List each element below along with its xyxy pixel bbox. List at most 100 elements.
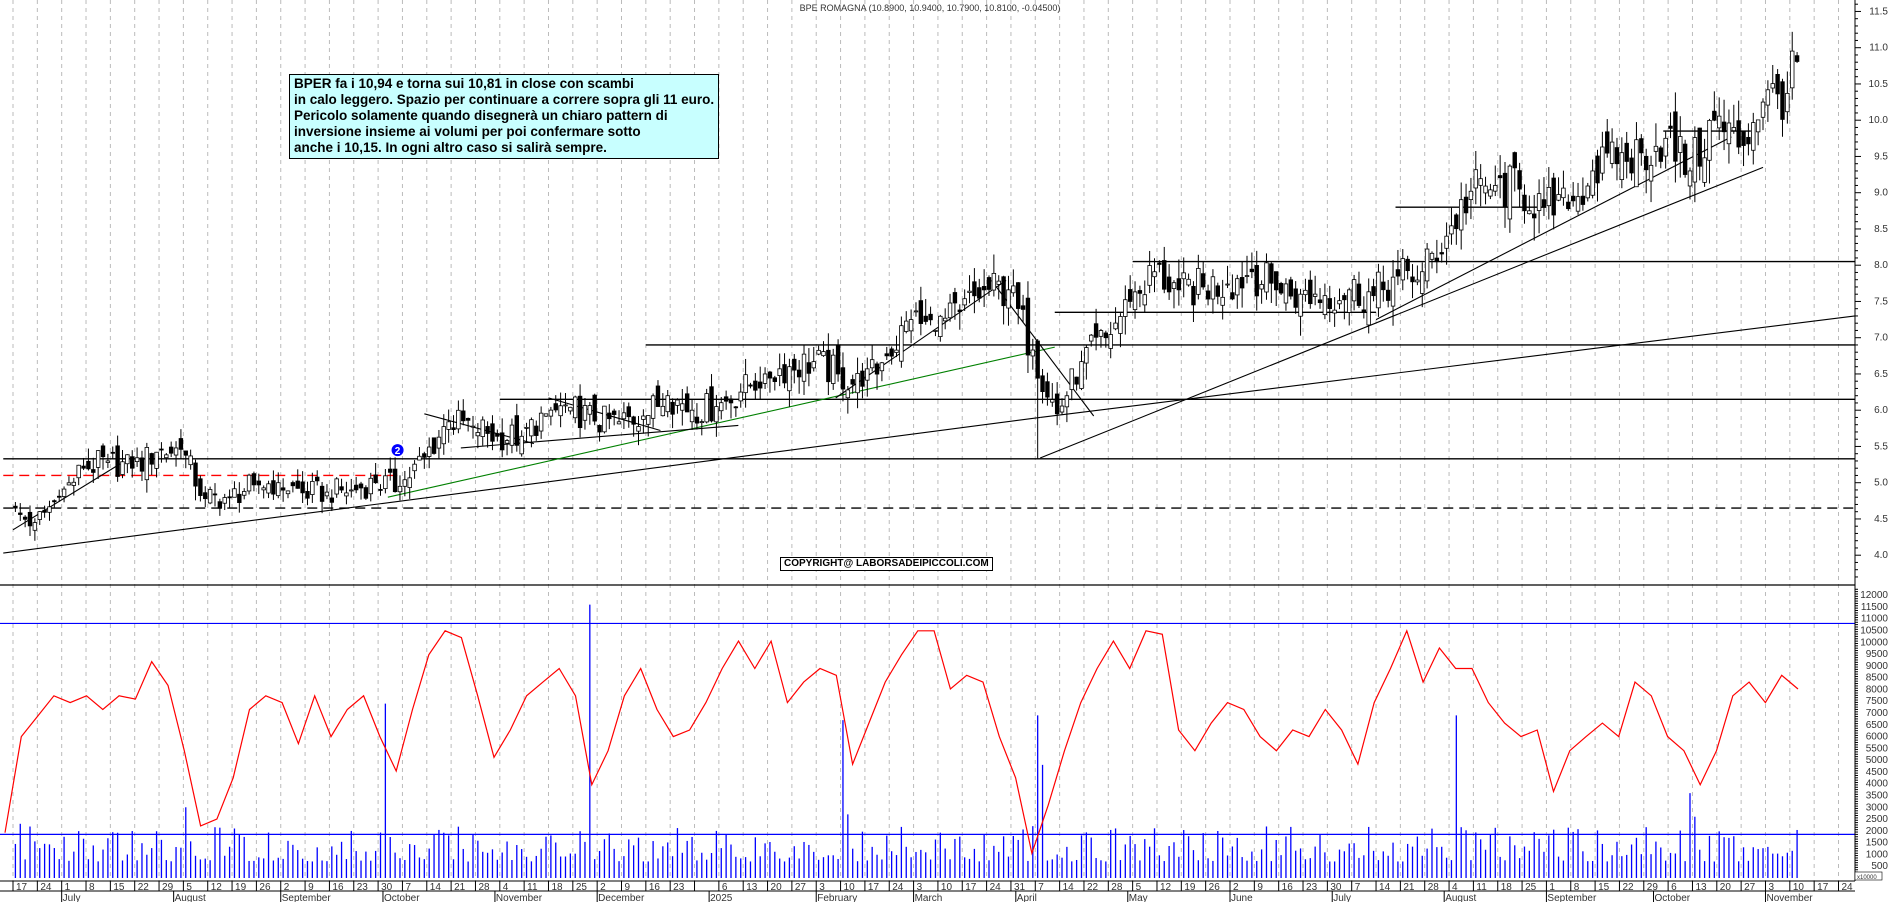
candle-down — [115, 445, 120, 477]
x-tick-label: 23 — [1306, 882, 1318, 893]
candle-up — [1196, 267, 1201, 295]
month-label: March — [915, 893, 943, 902]
candle-down — [1288, 279, 1294, 297]
candle-down — [1454, 214, 1459, 230]
candle-up — [349, 489, 354, 492]
x-tick-label: 1 — [1549, 882, 1555, 893]
candle-up — [1420, 271, 1425, 294]
y-tick-label: 8.5 — [1874, 224, 1888, 235]
x-tick-label: 14 — [430, 882, 442, 893]
x-tick-label: 10 — [844, 882, 856, 893]
candle-down — [465, 417, 471, 421]
candle-down — [1629, 157, 1634, 174]
candle-down — [553, 403, 558, 411]
x-tick-label: 18 — [551, 882, 563, 893]
vol-tick-label: 7000 — [1866, 708, 1889, 719]
vol-tick-label: 12000 — [1860, 590, 1888, 601]
candle-up — [996, 280, 1001, 285]
candle-down — [1541, 199, 1547, 208]
unit-label: x10000 — [1857, 875, 1877, 881]
candle-down — [1371, 286, 1376, 297]
candle-up — [1244, 275, 1250, 277]
candle-up — [811, 361, 816, 369]
month-label: November — [496, 893, 543, 902]
candle-down — [1200, 273, 1206, 288]
candle-up — [1634, 139, 1639, 188]
candle-up — [1717, 115, 1722, 129]
vol-tick-label: 2500 — [1866, 814, 1889, 825]
candle-up — [548, 409, 554, 417]
x-tick-label: 30 — [1330, 882, 1342, 893]
x-tick-label: 3 — [917, 882, 923, 893]
candle-up — [738, 391, 743, 402]
candle-up — [855, 373, 860, 394]
candle-up — [899, 325, 904, 362]
candle-down — [392, 468, 398, 493]
candle-down — [1254, 265, 1259, 297]
candle-up — [933, 330, 938, 332]
candle-down — [237, 493, 242, 503]
candle-down — [1497, 175, 1503, 179]
x-tick-label: 15 — [113, 882, 125, 893]
y-tick-label: 4.0 — [1874, 550, 1888, 561]
candle-down — [592, 394, 597, 422]
trendline — [1039, 166, 1764, 459]
candle-up — [894, 349, 899, 353]
candle-down — [972, 281, 977, 297]
candle-down — [796, 369, 802, 378]
candle-down — [178, 438, 184, 450]
candle-down — [1410, 276, 1415, 283]
candle-up — [1556, 194, 1561, 201]
candle-down — [952, 292, 958, 304]
note-line: Pericolo solamente quando disegnerà un c… — [294, 108, 668, 123]
candle-up — [538, 412, 544, 432]
note-line: inversione insieme ai volumi per poi con… — [294, 124, 641, 139]
candle-up — [845, 389, 851, 399]
y-tick-label: 5.5 — [1874, 441, 1888, 452]
candle-up — [134, 457, 140, 462]
x-tick-label: 7 — [1038, 882, 1044, 893]
x-tick-label: 19 — [235, 882, 247, 893]
candle-down — [290, 482, 296, 487]
vol-tick-label: 5000 — [1866, 755, 1889, 766]
candle-down — [1502, 172, 1508, 207]
x-tick-label: 25 — [576, 882, 588, 893]
candle-up — [1590, 170, 1595, 196]
candle-up — [1687, 170, 1693, 187]
candle-down — [1463, 196, 1469, 214]
candle-down — [860, 370, 865, 387]
candle-up — [1089, 334, 1094, 342]
candle-up — [967, 290, 972, 293]
y-tick-label: 11.0 — [1869, 43, 1888, 54]
candle-up — [904, 320, 909, 332]
month-label: August — [1445, 893, 1476, 902]
candle-down — [1342, 295, 1347, 301]
candle-down — [1045, 381, 1050, 398]
candle-up — [1692, 137, 1698, 183]
vol-tick-label: 9000 — [1866, 661, 1889, 672]
vol-tick-label: 8500 — [1866, 673, 1889, 684]
candle-down — [431, 437, 437, 454]
candle-up — [865, 368, 870, 381]
candle-down — [1054, 393, 1060, 415]
candle-down — [782, 364, 787, 384]
candle-up — [334, 478, 339, 495]
candle-up — [47, 506, 52, 513]
candle-up — [787, 366, 792, 392]
candle-down — [840, 367, 846, 390]
candle-up — [991, 272, 997, 291]
candle-up — [1424, 248, 1430, 282]
candle-down — [1643, 155, 1649, 171]
x-tick-label: 14 — [1379, 882, 1391, 893]
candle-down — [1361, 309, 1367, 313]
candle-down — [772, 377, 778, 382]
candle-down — [753, 380, 758, 391]
candle-up — [641, 415, 646, 420]
candle-down — [329, 497, 335, 503]
candle-down — [514, 415, 520, 446]
vol-tick-label: 6000 — [1866, 732, 1889, 743]
vol-tick-label: 1500 — [1866, 838, 1889, 849]
candle-down — [767, 371, 773, 379]
candle-down — [499, 432, 505, 451]
candle-up — [1760, 101, 1766, 118]
